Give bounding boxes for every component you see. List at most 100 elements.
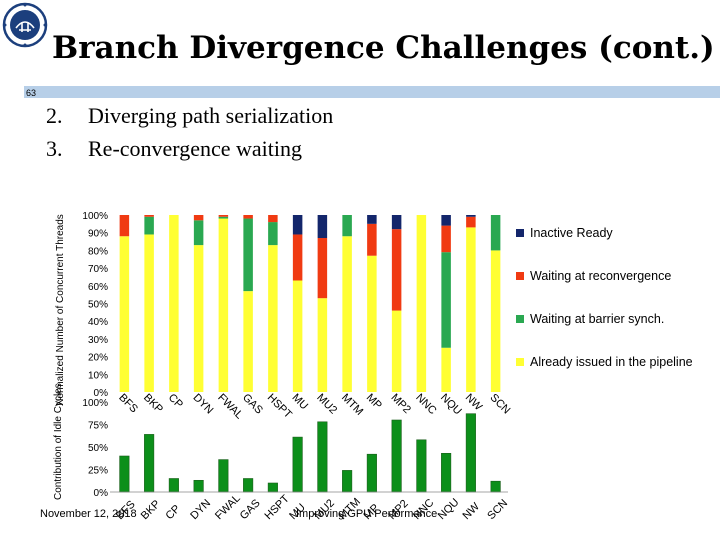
stacked-bar-segment (367, 223, 377, 256)
top-x-tick-label: FWAL (215, 392, 245, 422)
legend-swatch (516, 358, 524, 366)
top-x-tick-label: MTM (339, 392, 365, 418)
stacked-bar-segment (490, 250, 501, 392)
top-y-tick-label: 30% (88, 335, 108, 346)
idle-cycles-bar (441, 452, 452, 493)
bullet-text: Re-convergence waiting (88, 136, 303, 161)
stacked-bar-segment (268, 215, 278, 223)
stacked-bar-segment (466, 215, 476, 217)
stacked-bar-segment (292, 234, 303, 281)
legend-swatch (516, 229, 524, 237)
idle-cycles-bar (193, 479, 204, 493)
idle-cycles-bar (243, 478, 254, 493)
title-band (24, 86, 720, 98)
university-logo (2, 2, 48, 48)
stacked-bar-segment (193, 220, 204, 246)
stacked-bar-segment (292, 280, 303, 392)
stacked-bar-segment (193, 215, 204, 221)
stacked-bar-segment (169, 215, 179, 392)
top-x-tick-label: DYN (191, 392, 216, 417)
bullet-item: 2. Diverging path serialization (46, 102, 333, 135)
idle-cycles-bar (490, 480, 501, 493)
bottom-y-tick-label: 100% (82, 398, 108, 409)
top-x-tick-label: NW (463, 392, 485, 414)
stacked-bar-segment (144, 216, 154, 235)
bottom-x-tick-label: BKP (139, 498, 163, 522)
idle-cycles-bar (267, 482, 278, 493)
idle-cycles-bar (366, 453, 377, 493)
stacked-bar-segment (416, 215, 427, 392)
top-x-tick-label: SCN (488, 392, 513, 417)
stacked-bar-segment (342, 236, 352, 392)
stacked-bar-segment (441, 225, 451, 253)
bottom-x-tick-label: HSPT (263, 493, 292, 522)
bottom-x-tick-label: FWAL (213, 492, 243, 522)
idle-cycles-bar (416, 439, 427, 493)
top-y-tick-label: 40% (88, 317, 108, 328)
stacked-bar-segment (193, 245, 204, 392)
legend-swatch (516, 272, 524, 280)
stacked-bar-segment (391, 229, 402, 311)
top-y-tick-label: 50% (88, 300, 108, 311)
idle-cycles-bar (317, 421, 328, 493)
bottom-y-tick-label: 25% (88, 466, 108, 477)
legend-label: Waiting at barrier synch. (530, 312, 665, 326)
idle-cycles-bar (391, 419, 402, 493)
legend-label: Inactive Ready (530, 226, 613, 240)
top-x-tick-label: MU (290, 392, 311, 413)
top-y-tick-label: 100% (82, 211, 108, 222)
stacked-bar-segment (243, 215, 253, 219)
bullet-list: 2. Diverging path serialization 3. Re-conv… (46, 102, 333, 168)
stacked-bar-segment (218, 216, 229, 219)
stacked-bar-segment (144, 215, 154, 217)
top-x-tick-label: NNC (413, 392, 438, 417)
idle-cycles-bar (292, 436, 303, 493)
top-y-tick-label: 70% (88, 264, 108, 275)
bullet-text: Diverging path serialization (88, 103, 334, 128)
top-x-tick-label: MP2 (389, 392, 413, 416)
top-x-tick-label: MP (364, 392, 384, 412)
stacked-bar-segment (317, 215, 328, 239)
stacked-bar-segment (144, 234, 154, 392)
idle-cycles-bar (465, 413, 476, 493)
stacked-bar-segment (218, 215, 229, 217)
legend-label: Waiting at reconvergence (530, 269, 672, 283)
bottom-y-tick-label: 50% (88, 443, 108, 454)
top-y-tick-label: 60% (88, 282, 108, 293)
bottom-x-tick-label: SCN (485, 497, 510, 522)
top-y-tick-label: 90% (88, 229, 108, 240)
idle-cycles-bar (168, 478, 179, 493)
bottom-x-tick-label: NQU (436, 496, 462, 522)
stacked-bar-segment (218, 218, 229, 392)
stacked-bar-segment (367, 215, 377, 224)
top-y-tick-label: 0% (94, 388, 109, 399)
bottom-y-tick-label: 0% (94, 488, 109, 499)
idle-cycles-bar (144, 434, 155, 493)
top-x-tick-label: NQU (438, 392, 464, 418)
stacked-bar-segment (441, 252, 451, 348)
top-x-tick-label: MU2 (314, 392, 339, 417)
stacked-bar-segment (391, 215, 402, 230)
bullet-number: 2. (46, 103, 63, 128)
stacked-bar-segment (490, 215, 501, 251)
slide-title: Branch Divergence Challenges (cont.) (52, 30, 715, 66)
stacked-bar-segment (466, 227, 476, 392)
stacked-bar-segment (268, 222, 278, 246)
stacked-bar-segment (441, 215, 451, 226)
stacked-bar-segment (317, 298, 328, 392)
bottom-x-tick-label: DYN (188, 497, 213, 522)
footer-date: November 12, 2018 (40, 508, 137, 520)
top-y-tick-label: 80% (88, 246, 108, 257)
idle-cycles-bar (342, 470, 353, 493)
stacked-bar-segment (391, 310, 402, 392)
stacked-bar-segment (119, 215, 130, 237)
bullet-number: 3. (46, 136, 63, 161)
slide-number: 63 (26, 88, 37, 98)
stacked-bar-segment (243, 291, 253, 392)
top-x-tick-label: BFS (116, 392, 140, 416)
stacked-bar-segment (317, 238, 328, 299)
top-x-tick-label: CP (166, 392, 185, 411)
legend-swatch (516, 315, 524, 323)
stacked-bar-segment (292, 215, 303, 235)
